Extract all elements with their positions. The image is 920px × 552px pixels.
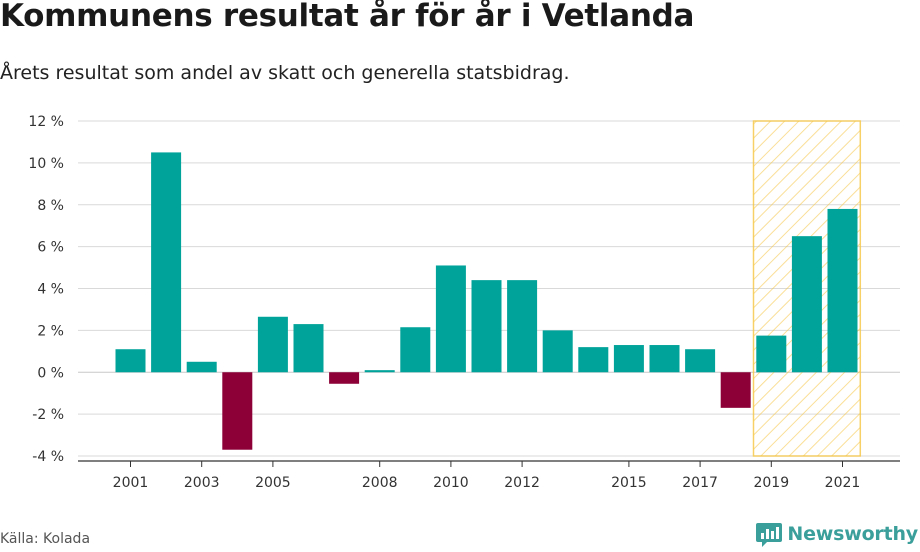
x-tick-label: 2005 [255,475,291,491]
bar-2011 [471,280,502,373]
bar-2006 [293,324,324,373]
axes: 12 % 10 % 8 % 6 % 4 % 2 % 0 % -2 % -4 % 2001 2003 2… [28,114,900,491]
bar-2019 [756,335,787,373]
y-tick-label: 2 % [37,323,64,339]
x-tick-label: 2012 [504,475,540,491]
bar-2003 [186,361,217,373]
chart-title: Kommunens resultat år för år i Vetlanda [0,0,695,34]
x-tick-label: 2021 [825,475,861,491]
x-tick-label: 2008 [362,475,398,491]
bar-2013 [542,330,573,373]
bar-2018 [720,372,751,408]
bar-2016 [649,345,680,373]
x-tick-label: 2015 [611,475,647,491]
brand-logo: Newsworthy [755,520,918,548]
y-tick-label: 4 % [37,282,64,298]
bars [115,152,858,450]
bar-2012 [507,280,538,373]
x-tick-label: 2010 [433,475,469,491]
x-tick-label: 2001 [113,475,149,491]
brand-name: Newsworthy [787,523,918,545]
bar-2020 [791,236,822,373]
bar-2007 [329,372,360,384]
bar-2005 [257,316,288,373]
x-tick-label: 2019 [753,475,789,491]
bar-2017 [685,349,716,373]
x-tick-label: 2017 [682,475,718,491]
newsworthy-logo-icon [756,523,783,547]
bar-2008 [364,370,395,373]
y-tick-label: 0 % [37,365,64,381]
x-tick-label: 2003 [184,475,220,491]
source-note: Källa: Kolada [0,531,91,547]
y-tick-label: 6 % [37,240,64,256]
bar-2001 [115,349,146,373]
bar-2021 [827,208,858,373]
y-tick-label: 12 % [28,114,64,130]
chart-subtitle: Årets resultat som andel av skatt och ge… [0,62,570,84]
bar-2015 [613,345,644,373]
y-tick-label: -2 % [32,407,64,423]
bar-2010 [435,265,466,373]
bar-2002 [151,152,182,373]
y-tick-label: -4 % [32,449,64,465]
bar-2004 [222,372,253,450]
bar-2014 [578,347,609,373]
y-tick-label: 10 % [28,156,64,172]
bar-2009 [400,327,431,373]
y-tick-label: 8 % [37,198,64,214]
